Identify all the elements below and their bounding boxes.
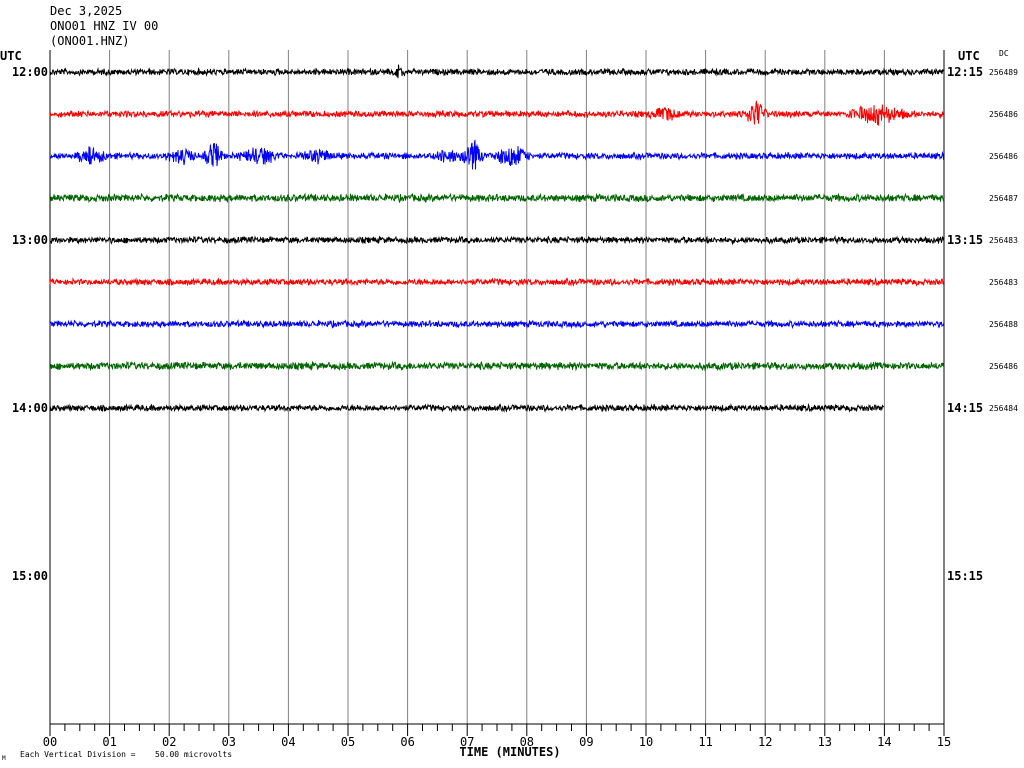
grid-layer <box>49 50 945 724</box>
scale-value: 50.00 microvolts <box>155 750 232 759</box>
x-tick-label: 01 <box>102 735 116 749</box>
seismic-trace <box>49 360 945 372</box>
x-tick-label: 06 <box>400 735 414 749</box>
x-tick-label: 10 <box>639 735 653 749</box>
x-tick-label: 07 <box>460 735 474 749</box>
channel-line: (ONO01.HNZ) <box>50 34 130 48</box>
x-tick-label: 13 <box>818 735 832 749</box>
labels-layer: 12:00 12:15 13:00 13:15 14:00 14:15 15:00 15:15… <box>12 65 1018 583</box>
scale-note: Each Vertical Division = <box>20 750 136 759</box>
x-tick-label: 00 <box>43 735 57 749</box>
hour-label-left: 12:00 <box>12 65 48 79</box>
dc-value: 256483 <box>989 278 1018 287</box>
seismic-trace <box>49 319 945 330</box>
dc-value: 256486 <box>989 362 1018 371</box>
seismic-trace <box>49 100 945 126</box>
seismic-trace <box>49 139 945 170</box>
x-tick-label: 14 <box>877 735 891 749</box>
dc-value: 256486 <box>989 110 1018 119</box>
hour-label-left: 14:00 <box>12 401 48 415</box>
seismic-trace <box>49 64 945 79</box>
dc-value: 256483 <box>989 236 1018 245</box>
x-tick-label: 08 <box>520 735 534 749</box>
hour-label-left: 15:00 <box>12 569 48 583</box>
dc-value: 256484 <box>989 404 1018 413</box>
hour-label-right: 14:15 <box>947 401 983 415</box>
hour-label-right: 15:15 <box>947 569 983 583</box>
hour-label-right: 13:15 <box>947 233 983 247</box>
x-tick-label: 11 <box>698 735 712 749</box>
x-tick-label: 09 <box>579 735 593 749</box>
dc-value: 256488 <box>989 320 1018 329</box>
seismic-trace <box>49 235 945 246</box>
seismic-trace <box>49 276 945 287</box>
plot-date: Dec 3,2025 <box>50 4 123 18</box>
dc-value: 256486 <box>989 152 1018 161</box>
x-tick-label: 15 <box>937 735 951 749</box>
dc-value: 256487 <box>989 194 1018 203</box>
traces-layer <box>49 64 945 413</box>
x-axis-title: TIME (MINUTES) <box>459 745 560 759</box>
x-tick-label: 05 <box>341 735 355 749</box>
seismic-trace <box>49 192 945 204</box>
seismic-trace <box>49 402 885 413</box>
axis-layer: 00 01 02 03 04 05 06 07 08 09 10 11 12 13 14 15 <box>43 723 951 749</box>
utc-right-label: UTC <box>958 49 980 63</box>
corner-mark: M <box>2 755 6 762</box>
x-tick-label: 03 <box>222 735 236 749</box>
dc-label: DC <box>999 49 1009 58</box>
x-tick-label: 02 <box>162 735 176 749</box>
x-tick-label: 04 <box>281 735 295 749</box>
hour-label-right: 12:15 <box>947 65 983 79</box>
x-tick-label: 12 <box>758 735 772 749</box>
hour-label-left: 13:00 <box>12 233 48 247</box>
dc-value: 256489 <box>989 68 1018 77</box>
station-line: ONO01 HNZ IV 00 <box>50 19 159 33</box>
utc-left-label: UTC <box>0 49 22 63</box>
